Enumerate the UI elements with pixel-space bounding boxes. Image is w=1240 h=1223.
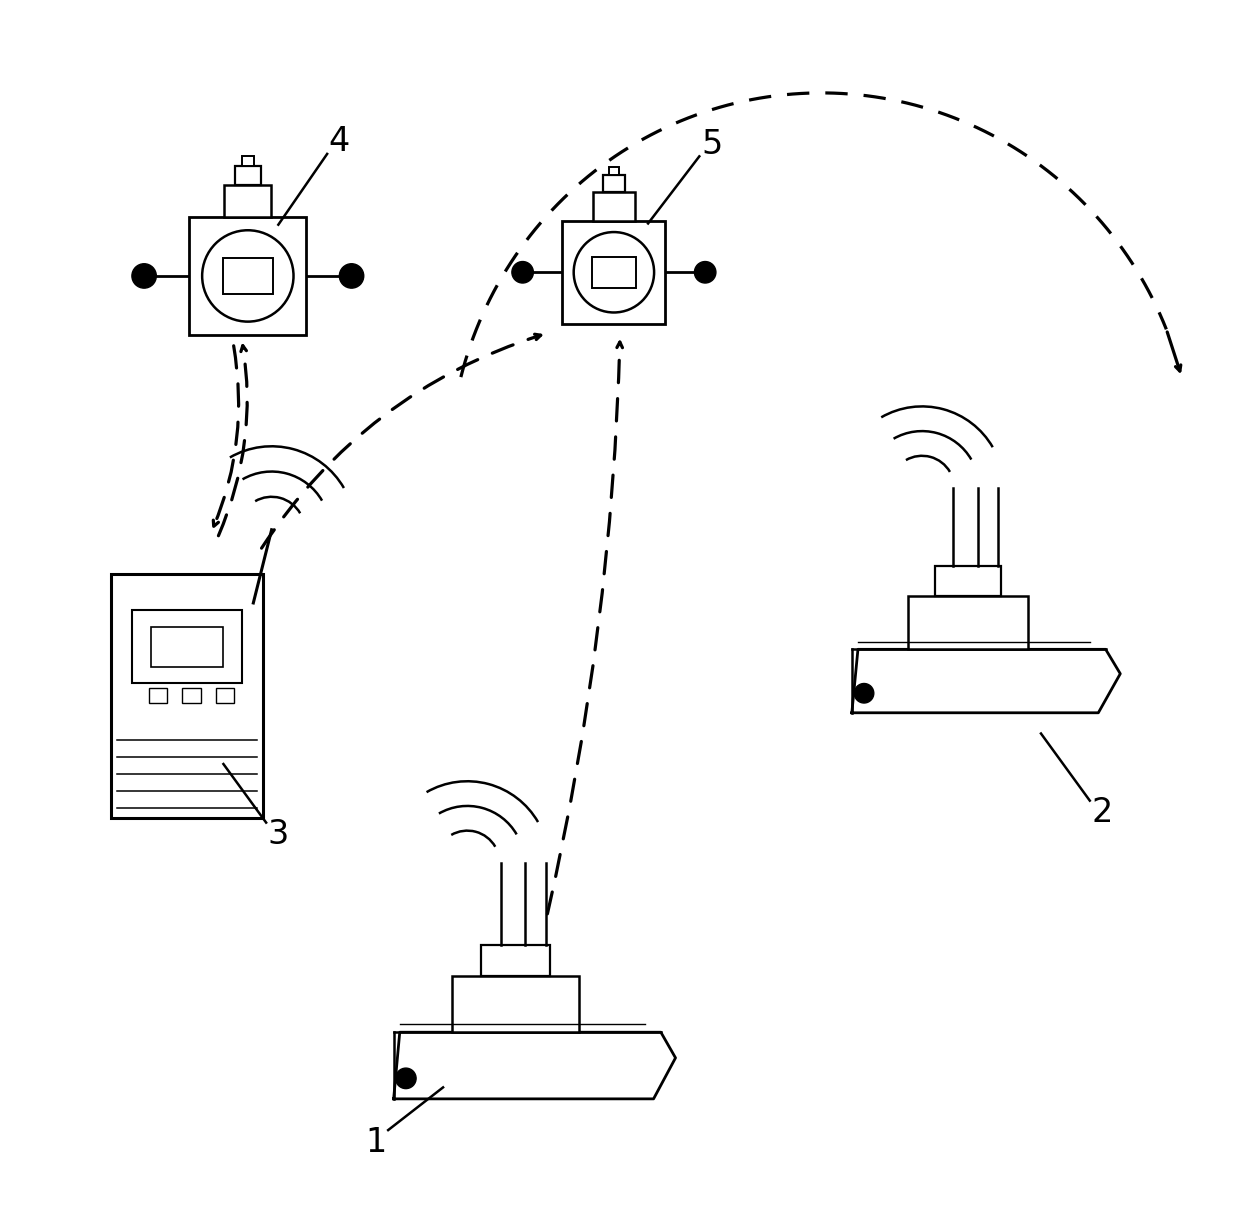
Bar <box>603 175 625 192</box>
Bar <box>110 574 263 818</box>
Bar <box>593 192 635 220</box>
Bar <box>216 689 234 703</box>
Text: 3: 3 <box>268 818 289 851</box>
Bar <box>190 218 306 335</box>
Bar <box>182 689 201 703</box>
Bar <box>609 166 619 175</box>
Text: 2: 2 <box>1091 796 1112 829</box>
Bar <box>151 627 222 668</box>
Circle shape <box>512 262 533 283</box>
Bar <box>149 689 167 703</box>
Bar <box>591 257 636 287</box>
Bar <box>131 610 242 684</box>
Bar <box>935 566 1001 596</box>
Circle shape <box>694 262 715 283</box>
Bar <box>481 945 551 976</box>
Text: 5: 5 <box>701 127 722 160</box>
Text: 1: 1 <box>366 1126 387 1159</box>
Circle shape <box>396 1068 417 1088</box>
Bar <box>563 220 666 324</box>
Bar <box>234 166 260 185</box>
Bar <box>224 185 272 218</box>
Circle shape <box>131 264 156 289</box>
Bar <box>453 976 579 1032</box>
Polygon shape <box>852 649 1120 713</box>
Bar <box>242 157 254 166</box>
Text: 4: 4 <box>329 125 350 158</box>
Bar <box>223 258 273 294</box>
Circle shape <box>854 684 874 703</box>
Polygon shape <box>393 1032 676 1098</box>
Bar <box>908 596 1028 649</box>
Circle shape <box>340 264 363 289</box>
